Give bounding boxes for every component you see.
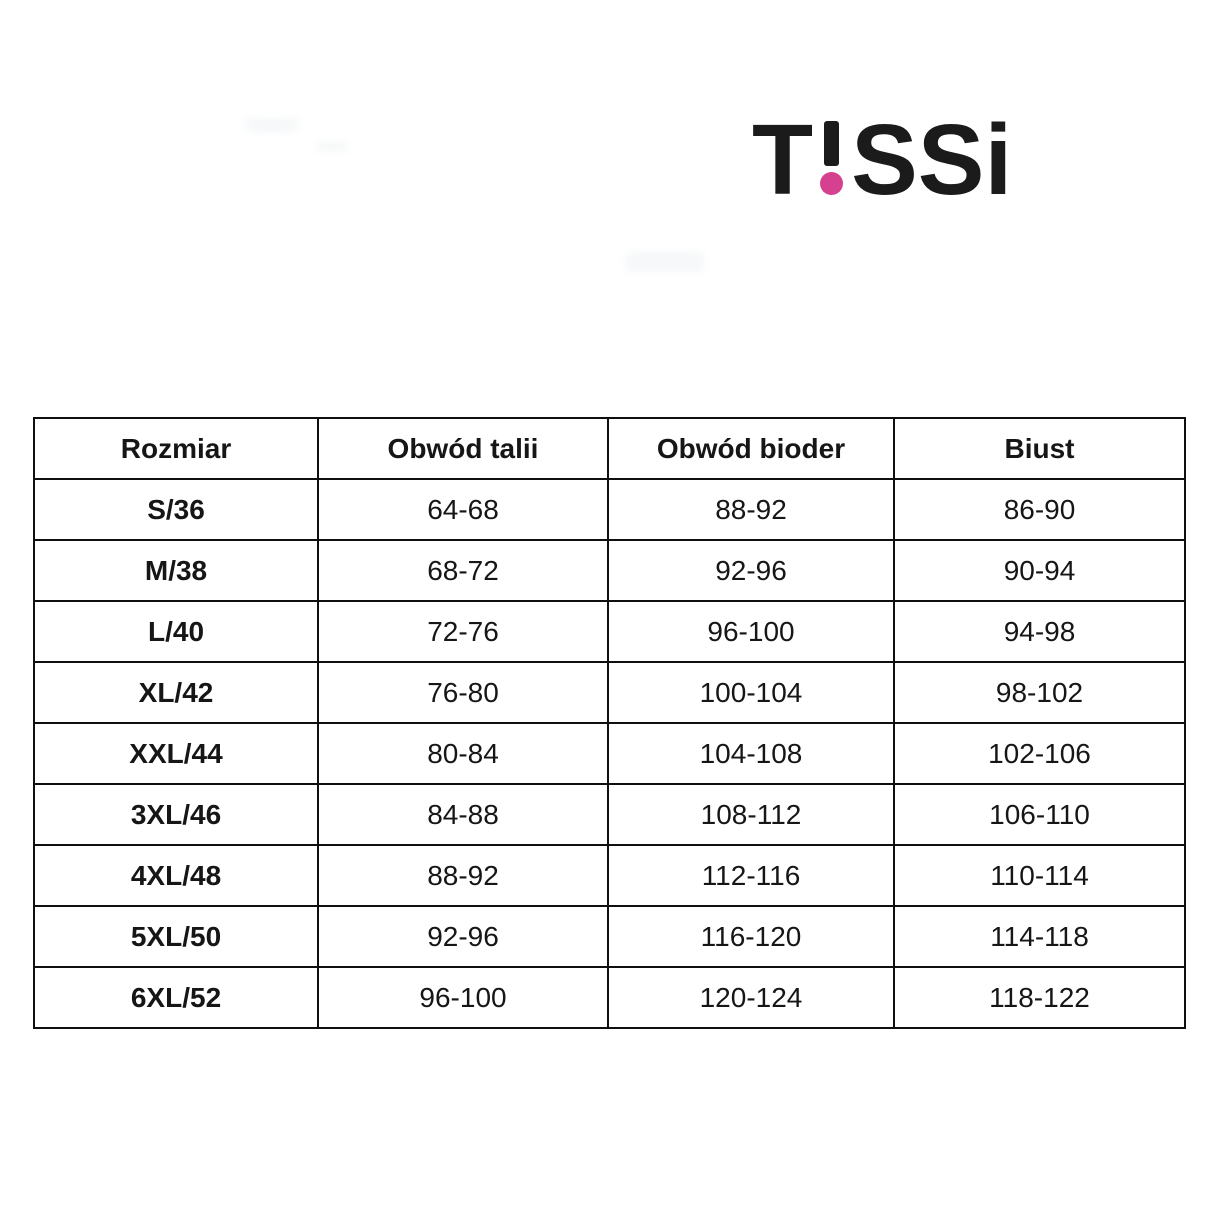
waist-value: 72-76 xyxy=(317,600,609,663)
bust-value: 86-90 xyxy=(893,478,1186,541)
waist-value: 96-100 xyxy=(317,966,609,1029)
header-row: Rozmiar Obwód talii Obwód bioder Biust xyxy=(33,417,1186,480)
bust-value: 110-114 xyxy=(893,844,1186,907)
col-header-biust: Biust xyxy=(893,417,1186,480)
table-row: 4XL/48 88-92 112-116 110-114 xyxy=(33,844,1186,907)
table-row: M/38 68-72 92-96 90-94 xyxy=(33,539,1186,602)
col-header-obwod-bioder: Obwód bioder xyxy=(607,417,895,480)
col-header-rozmiar: Rozmiar xyxy=(33,417,319,480)
table-row: 6XL/52 96-100 120-124 118-122 xyxy=(33,966,1186,1029)
bust-value: 106-110 xyxy=(893,783,1186,846)
brand-logo: T SSi xyxy=(752,110,1012,210)
size-label: XXL/44 xyxy=(33,722,319,785)
size-label: L/40 xyxy=(33,600,319,663)
hips-value: 88-92 xyxy=(607,478,895,541)
logo-letters-ssi: SSi xyxy=(851,104,1013,216)
table-row: XXL/44 80-84 104-108 102-106 xyxy=(33,722,1186,785)
faint-smudge xyxy=(626,252,704,272)
faint-smudge xyxy=(246,118,298,132)
size-label: S/36 xyxy=(33,478,319,541)
size-label: 6XL/52 xyxy=(33,966,319,1029)
table-row: S/36 64-68 88-92 86-90 xyxy=(33,478,1186,541)
size-label: XL/42 xyxy=(33,661,319,724)
waist-value: 92-96 xyxy=(317,905,609,968)
logo-exclamation-stem xyxy=(824,121,840,166)
hips-value: 92-96 xyxy=(607,539,895,602)
waist-value: 88-92 xyxy=(317,844,609,907)
logo-exclamation-icon xyxy=(816,121,847,195)
table-row: XL/42 76-80 100-104 98-102 xyxy=(33,661,1186,724)
size-label: M/38 xyxy=(33,539,319,602)
size-label: 5XL/50 xyxy=(33,905,319,968)
hips-value: 112-116 xyxy=(607,844,895,907)
table-row: L/40 72-76 96-100 94-98 xyxy=(33,600,1186,663)
bust-value: 98-102 xyxy=(893,661,1186,724)
size-label: 3XL/46 xyxy=(33,783,319,846)
col-header-obwod-talii: Obwód talii xyxy=(317,417,609,480)
size-chart-table: Rozmiar Obwód talii Obwód bioder Biust S… xyxy=(33,417,1186,1029)
logo-exclamation-pink-dot xyxy=(820,172,844,195)
logo-letter-t: T xyxy=(752,104,814,216)
bust-value: 102-106 xyxy=(893,722,1186,785)
faint-smudge xyxy=(316,142,348,152)
table-row: 5XL/50 92-96 116-120 114-118 xyxy=(33,905,1186,968)
waist-value: 76-80 xyxy=(317,661,609,724)
hips-value: 108-112 xyxy=(607,783,895,846)
waist-value: 84-88 xyxy=(317,783,609,846)
bust-value: 94-98 xyxy=(893,600,1186,663)
size-label: 4XL/48 xyxy=(33,844,319,907)
waist-value: 64-68 xyxy=(317,478,609,541)
hips-value: 104-108 xyxy=(607,722,895,785)
hips-value: 120-124 xyxy=(607,966,895,1029)
hips-value: 100-104 xyxy=(607,661,895,724)
hips-value: 96-100 xyxy=(607,600,895,663)
bust-value: 90-94 xyxy=(893,539,1186,602)
waist-value: 68-72 xyxy=(317,539,609,602)
waist-value: 80-84 xyxy=(317,722,609,785)
bust-value: 114-118 xyxy=(893,905,1186,968)
hips-value: 116-120 xyxy=(607,905,895,968)
bust-value: 118-122 xyxy=(893,966,1186,1029)
table-row: 3XL/46 84-88 108-112 106-110 xyxy=(33,783,1186,846)
